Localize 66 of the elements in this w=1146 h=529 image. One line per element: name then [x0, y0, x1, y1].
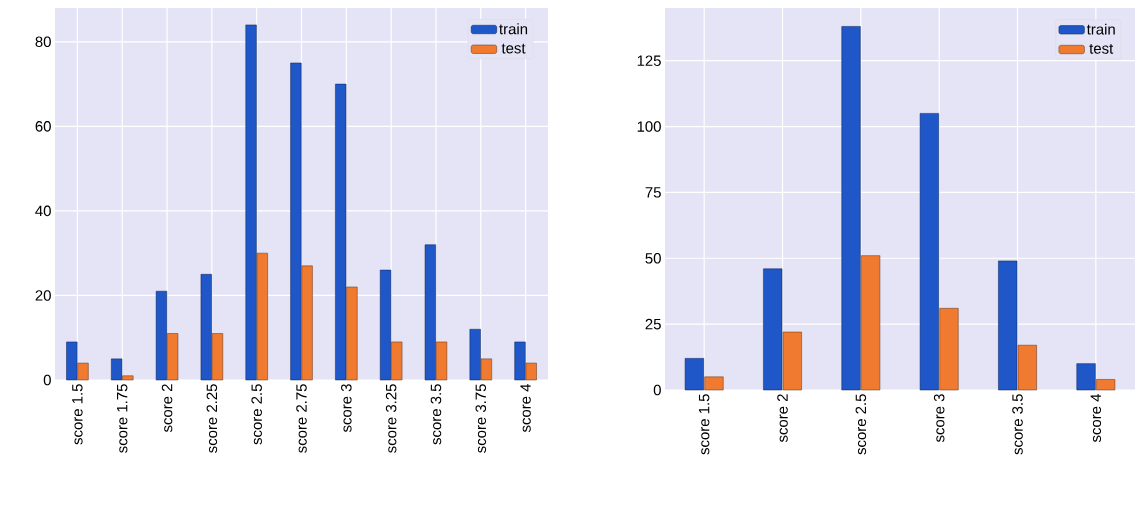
bar [939, 308, 959, 391]
bar [1017, 344, 1037, 391]
bar [861, 255, 881, 391]
bar [66, 341, 78, 381]
y-tick-label: 25 [645, 318, 661, 330]
legend-label: test [1089, 43, 1114, 54]
bar [841, 26, 861, 391]
bar [301, 265, 313, 381]
y-tick-label: 75 [645, 187, 661, 198]
x-tick-label: score 3.5 [430, 384, 442, 445]
bar [435, 341, 448, 381]
y-tick-label: 80 [35, 36, 51, 48]
x-tick-label: score 2 [777, 394, 788, 443]
legend-label: train [499, 23, 528, 35]
x-tick-label: score 2.5 [251, 384, 262, 445]
x-tick-label: score 2 [161, 384, 173, 433]
x-tick-label: score 2.25 [206, 384, 218, 453]
bar [346, 286, 358, 381]
bar [919, 113, 939, 391]
legend-label: test [501, 43, 526, 54]
bar [122, 375, 134, 381]
bar [245, 24, 257, 381]
x-tick-label: score 3.75 [475, 384, 487, 453]
bar [782, 331, 802, 391]
bar [256, 252, 268, 381]
y-tick-label: 20 [35, 290, 51, 301]
bar [684, 358, 704, 391]
bar [1076, 363, 1096, 391]
x-tick-label: score 3 [933, 394, 945, 443]
bar [998, 260, 1018, 391]
y-tick-label: 0 [43, 374, 51, 386]
x-tick-label: score 3 [341, 384, 352, 433]
y-tick-label: 100 [637, 121, 661, 132]
bar [200, 274, 212, 381]
x-tick-label: score 2.5 [855, 394, 867, 455]
y-tick-label: 40 [35, 205, 51, 217]
x-tick-label: score 3.25 [385, 384, 397, 453]
bar [167, 333, 179, 381]
y-tick-label: 0 [653, 384, 661, 396]
x-tick-label: score 4 [1090, 393, 1102, 443]
bar [480, 358, 492, 381]
bar [704, 376, 724, 391]
x-tick-label: score 1.5 [72, 384, 83, 445]
legend-label: train [1086, 23, 1115, 35]
x-tick-label: score 1.75 [117, 384, 128, 453]
bar [763, 268, 783, 391]
x-tick-label: score 2.75 [296, 384, 307, 453]
bar [525, 362, 537, 381]
bar [424, 244, 436, 381]
bar [514, 341, 526, 381]
x-tick-label: score 4 [520, 383, 531, 433]
x-tick-label: score 3.5 [1012, 394, 1023, 455]
y-tick-label: 50 [645, 252, 661, 264]
y-tick-label: 60 [35, 121, 51, 132]
bar [469, 329, 481, 381]
bar [379, 269, 392, 381]
y-tick-label: 125 [637, 55, 661, 66]
bar [335, 83, 347, 381]
bar [111, 358, 123, 381]
x-tick-label: score 1.5 [698, 394, 710, 455]
bar [391, 341, 403, 381]
bar [155, 290, 168, 381]
bar [211, 333, 224, 381]
bar [1096, 379, 1116, 391]
bar [290, 62, 302, 381]
bar [77, 362, 89, 381]
